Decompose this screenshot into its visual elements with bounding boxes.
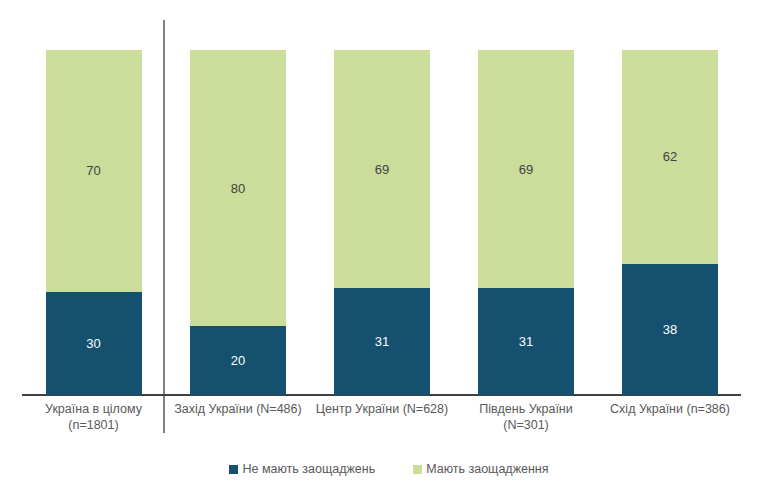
bar-value-label: 31 <box>375 334 389 349</box>
chart-canvas: 70 30 80 20 69 31 69 31 62 38 Україна в цілому (n… <box>0 0 778 493</box>
bar-segment-no-savings: 20 <box>190 326 286 395</box>
bar-segment-no-savings: 30 <box>46 292 142 396</box>
bar-segment-have-savings: 62 <box>622 50 718 264</box>
bar-segment-have-savings: 69 <box>334 50 430 288</box>
bar-value-label: 30 <box>86 336 100 351</box>
bar-segment-no-savings: 31 <box>478 288 574 395</box>
bar-value-label: 38 <box>663 322 677 337</box>
legend-item-have-savings: Мають заощадження <box>413 462 548 476</box>
bar-segment-no-savings: 38 <box>622 264 718 395</box>
bar-segment-have-savings: 80 <box>190 50 286 326</box>
category-separator-line <box>163 20 165 433</box>
bar-value-label: 69 <box>519 162 533 177</box>
bar-value-label: 69 <box>375 162 389 177</box>
category-label: Захід України (N=486) <box>158 402 318 418</box>
category-label: Центр України (N=628) <box>302 402 462 418</box>
legend-swatch-have-savings <box>413 465 422 474</box>
bar-segment-have-savings: 69 <box>478 50 574 288</box>
category-label: Україна в цілому (n=1801) <box>14 402 174 433</box>
bar-value-label: 80 <box>231 181 245 196</box>
category-label: Схід України (n=386) <box>590 402 750 418</box>
bar-value-label: 31 <box>519 334 533 349</box>
bar-segment-have-savings: 70 <box>46 50 142 292</box>
legend-label-no-savings: Не мають заощаджень <box>242 462 375 476</box>
legend-item-no-savings: Не мають заощаджень <box>229 462 375 476</box>
bar-value-label: 20 <box>231 353 245 368</box>
legend-label-have-savings: Мають заощадження <box>426 462 548 476</box>
category-label: Південь України (N=301) <box>446 402 606 433</box>
legend: Не мають заощаджень Мають заощадження <box>0 462 778 476</box>
legend-swatch-no-savings <box>229 465 238 474</box>
bar-value-label: 62 <box>663 149 677 164</box>
bar-segment-no-savings: 31 <box>334 288 430 395</box>
bar-value-label: 70 <box>86 163 100 178</box>
